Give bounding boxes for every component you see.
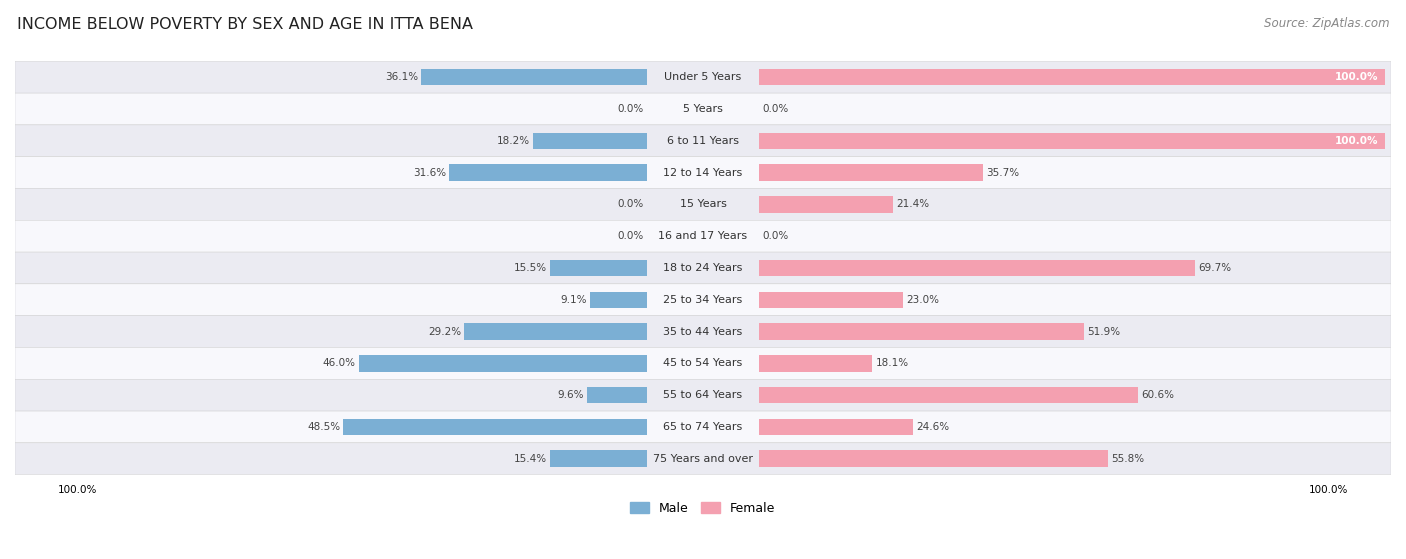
Text: 31.6%: 31.6% (413, 168, 446, 178)
Text: 0.0%: 0.0% (617, 200, 644, 210)
FancyBboxPatch shape (15, 443, 1391, 475)
Bar (759, 164, 983, 181)
Bar (759, 323, 1084, 340)
Text: 35.7%: 35.7% (986, 168, 1019, 178)
Text: 46.0%: 46.0% (323, 358, 356, 368)
Text: 0.0%: 0.0% (617, 104, 644, 114)
Text: 15.5%: 15.5% (513, 263, 547, 273)
Text: 48.5%: 48.5% (307, 422, 340, 432)
Text: 18.2%: 18.2% (496, 136, 530, 146)
Text: 16 and 17 Years: 16 and 17 Years (658, 231, 748, 241)
FancyBboxPatch shape (15, 411, 1391, 443)
Text: 75 Years and over: 75 Years and over (652, 454, 754, 464)
Text: 15.4%: 15.4% (515, 454, 547, 464)
Text: 9.1%: 9.1% (560, 295, 586, 305)
Text: 29.2%: 29.2% (427, 326, 461, 337)
Bar (359, 355, 647, 372)
Bar (759, 69, 1385, 86)
Text: 21.4%: 21.4% (896, 200, 929, 210)
Text: 25 to 34 Years: 25 to 34 Years (664, 295, 742, 305)
Text: 12 to 14 Years: 12 to 14 Years (664, 168, 742, 178)
FancyBboxPatch shape (15, 252, 1391, 284)
FancyBboxPatch shape (15, 157, 1391, 188)
Bar (759, 132, 1385, 149)
FancyBboxPatch shape (15, 188, 1391, 220)
Text: 51.9%: 51.9% (1087, 326, 1121, 337)
Bar (759, 355, 873, 372)
Text: 15 Years: 15 Years (679, 200, 727, 210)
FancyBboxPatch shape (15, 93, 1391, 125)
Text: 100.0%: 100.0% (1334, 72, 1378, 82)
Legend: Male, Female: Male, Female (626, 497, 780, 520)
Bar (759, 196, 893, 212)
Bar (589, 291, 647, 308)
Text: 6 to 11 Years: 6 to 11 Years (666, 136, 740, 146)
Text: 0.0%: 0.0% (617, 231, 644, 241)
Bar (759, 260, 1195, 276)
Text: 35 to 44 Years: 35 to 44 Years (664, 326, 742, 337)
Bar (420, 69, 647, 86)
Text: 65 to 74 Years: 65 to 74 Years (664, 422, 742, 432)
Text: 23.0%: 23.0% (907, 295, 939, 305)
Text: 0.0%: 0.0% (762, 104, 789, 114)
Text: 5 Years: 5 Years (683, 104, 723, 114)
Text: 55.8%: 55.8% (1111, 454, 1144, 464)
Text: 36.1%: 36.1% (385, 72, 418, 82)
Bar (464, 323, 647, 340)
Bar (449, 164, 647, 181)
Bar (533, 132, 647, 149)
FancyBboxPatch shape (15, 316, 1391, 348)
FancyBboxPatch shape (15, 220, 1391, 252)
FancyBboxPatch shape (15, 61, 1391, 93)
FancyBboxPatch shape (15, 348, 1391, 379)
Text: 60.6%: 60.6% (1142, 390, 1174, 400)
FancyBboxPatch shape (15, 125, 1391, 157)
Text: Source: ZipAtlas.com: Source: ZipAtlas.com (1264, 17, 1389, 30)
Bar (759, 451, 1108, 467)
Bar (550, 451, 647, 467)
Bar (759, 291, 903, 308)
Text: 0.0%: 0.0% (762, 231, 789, 241)
Text: 9.6%: 9.6% (557, 390, 583, 400)
Text: 18 to 24 Years: 18 to 24 Years (664, 263, 742, 273)
Bar (759, 387, 1139, 404)
Bar (550, 260, 647, 276)
Bar (586, 387, 647, 404)
Text: INCOME BELOW POVERTY BY SEX AND AGE IN ITTA BENA: INCOME BELOW POVERTY BY SEX AND AGE IN I… (17, 17, 472, 32)
Text: 55 to 64 Years: 55 to 64 Years (664, 390, 742, 400)
Text: 18.1%: 18.1% (876, 358, 908, 368)
Text: 69.7%: 69.7% (1198, 263, 1232, 273)
Text: 24.6%: 24.6% (917, 422, 949, 432)
Text: 100.0%: 100.0% (1334, 136, 1378, 146)
FancyBboxPatch shape (15, 379, 1391, 411)
Bar (343, 419, 647, 435)
Bar (759, 419, 912, 435)
Text: 45 to 54 Years: 45 to 54 Years (664, 358, 742, 368)
FancyBboxPatch shape (15, 284, 1391, 316)
Text: Under 5 Years: Under 5 Years (665, 72, 741, 82)
